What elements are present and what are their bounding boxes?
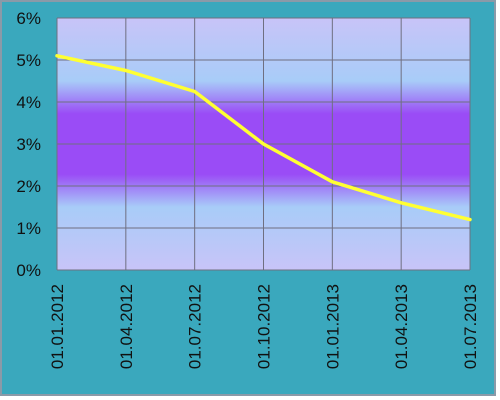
y-tick-label: 4% [16, 93, 41, 112]
grid-lines [56, 17, 471, 271]
y-tick-label: 2% [16, 177, 41, 196]
x-tick-label: 01.01.2012 [48, 284, 67, 369]
series-line [55, 54, 472, 222]
series-group [55, 54, 472, 222]
x-tick-label: 01.01.2013 [323, 284, 342, 369]
x-tick-label: 01.07.2012 [186, 284, 205, 369]
y-axis-ticks: 0% 1% 2% 3% 4% 5% 6% [16, 9, 41, 280]
y-tick-label: 5% [16, 51, 41, 70]
x-axis-ticks: 01.01.2012 01.04.2012 01.07.2012 01.10.2012… [48, 284, 480, 369]
x-tick-label: 01.04.2012 [117, 284, 136, 369]
x-tick-label: 01.04.2013 [392, 284, 411, 369]
x-tick-label: 01.07.2013 [461, 284, 480, 369]
y-tick-label: 0% [16, 261, 41, 280]
y-tick-label: 1% [16, 219, 41, 238]
y-tick-label: 6% [16, 9, 41, 28]
x-tick-label: 01.10.2012 [255, 284, 274, 369]
y-tick-label: 3% [16, 135, 41, 154]
